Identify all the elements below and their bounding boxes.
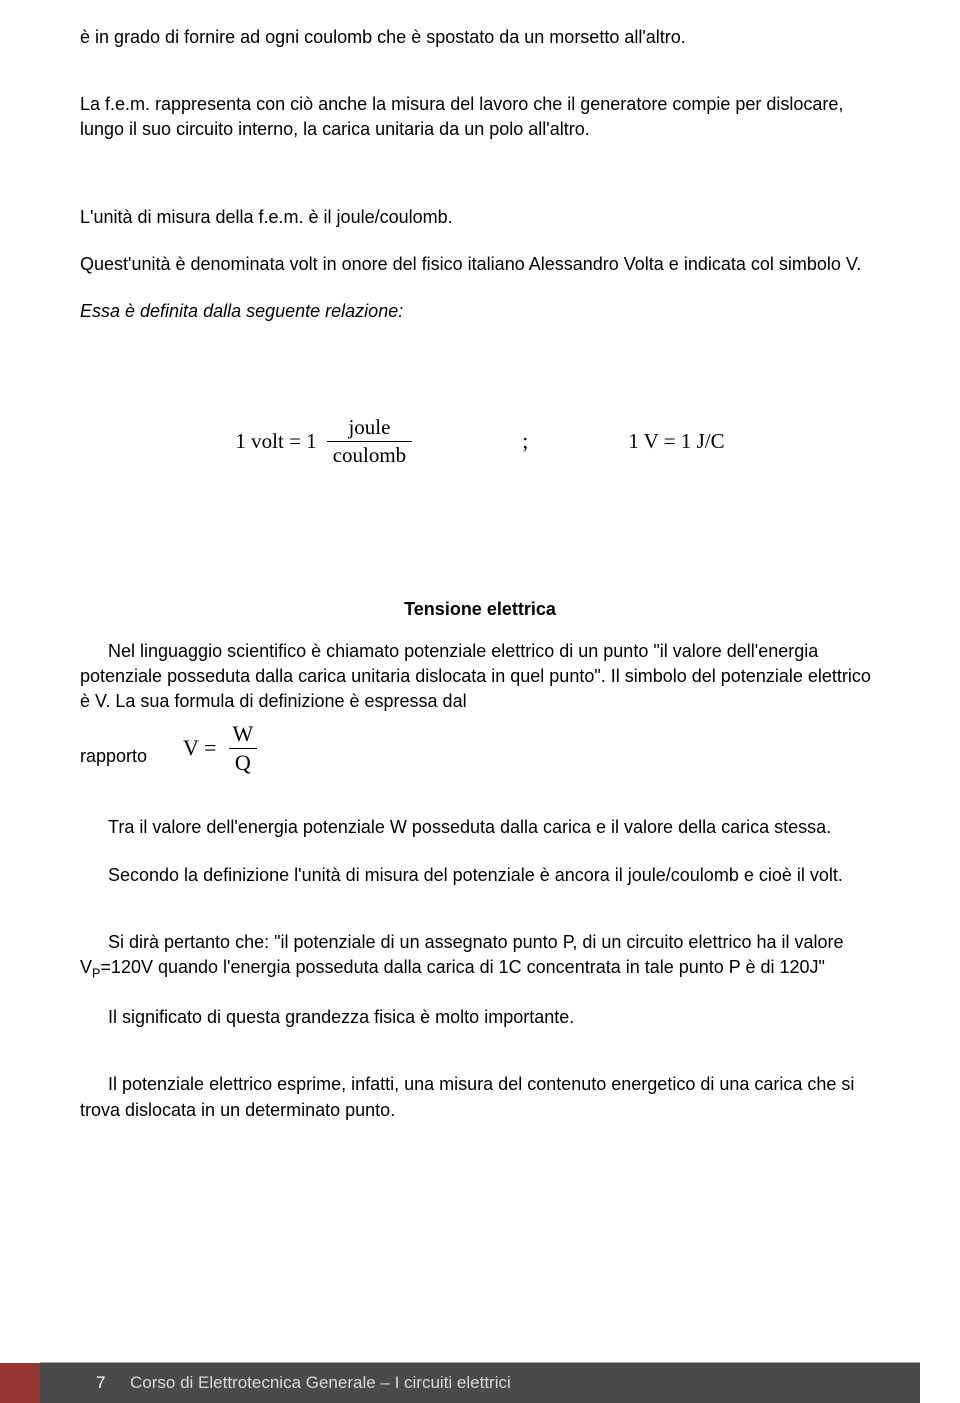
fraction: W Q xyxy=(226,722,259,775)
spacer xyxy=(80,517,880,577)
paragraph: La f.e.m. rappresenta con ciò anche la m… xyxy=(80,92,880,142)
spacer xyxy=(80,910,880,930)
page-content: è in grado di fornire ad ogni coulomb ch… xyxy=(0,0,960,1123)
spacer xyxy=(80,165,880,205)
footer-accent-block xyxy=(0,1363,40,1403)
footer-bar: 7 Corso di Elettrotecnica Generale – I c… xyxy=(40,1363,920,1403)
fraction-numerator: W xyxy=(226,722,259,748)
inline-formula-row: rapporto V = W Q xyxy=(80,722,880,775)
spacer xyxy=(80,346,880,386)
formula-volt-definition: 1 volt = 1 joule coulomb ; 1 V = 1 J/C xyxy=(80,416,880,467)
paragraph: Secondo la definizione l'unità di misura… xyxy=(80,863,880,888)
paragraph: Il potenziale elettrico esprime, infatti… xyxy=(80,1072,880,1122)
paragraph: è in grado di fornire ad ogni coulomb ch… xyxy=(80,25,880,50)
formula-prefix: V = xyxy=(183,733,216,764)
page-number: 7 xyxy=(96,1371,110,1395)
fraction-denominator: Q xyxy=(229,748,257,775)
formula-right: 1 V = 1 J/C xyxy=(628,427,724,456)
formula-prefix: 1 volt = 1 xyxy=(235,427,316,456)
formula-left: 1 volt = 1 joule coulomb xyxy=(235,416,422,467)
spacer xyxy=(80,72,880,92)
section-title: Tensione elettrica xyxy=(80,597,880,622)
formula-v-wq: V = W Q xyxy=(183,722,269,775)
text: =120V quando l'energia posseduta dalla c… xyxy=(100,957,825,977)
paragraph: L'unità di misura della f.e.m. è il joul… xyxy=(80,205,880,230)
page-footer: 7 Corso di Elettrotecnica Generale – I c… xyxy=(0,1363,960,1403)
paragraph-italic: Essa è definita dalla seguente relazione… xyxy=(80,299,880,324)
spacer xyxy=(80,1052,880,1072)
paragraph: Tra il valore dell'energia potenziale W … xyxy=(80,815,880,840)
paragraph: Quest'unità è denominata volt in onore d… xyxy=(80,252,880,277)
paragraph: Il significato di questa grandezza fisic… xyxy=(80,1005,880,1030)
spacer xyxy=(80,775,880,815)
fraction-denominator: coulomb xyxy=(327,441,413,467)
fraction: joule coulomb xyxy=(327,416,413,467)
footer-title: Corso di Elettrotecnica Generale – I cir… xyxy=(130,1371,511,1395)
paragraph: Si dirà pertanto che: "il potenziale di … xyxy=(80,930,880,983)
fraction-numerator: joule xyxy=(342,416,396,441)
rapporto-label: rapporto xyxy=(80,728,147,769)
paragraph: Nel linguaggio scientifico è chiamato po… xyxy=(80,639,880,715)
formula-separator: ; xyxy=(522,426,528,457)
